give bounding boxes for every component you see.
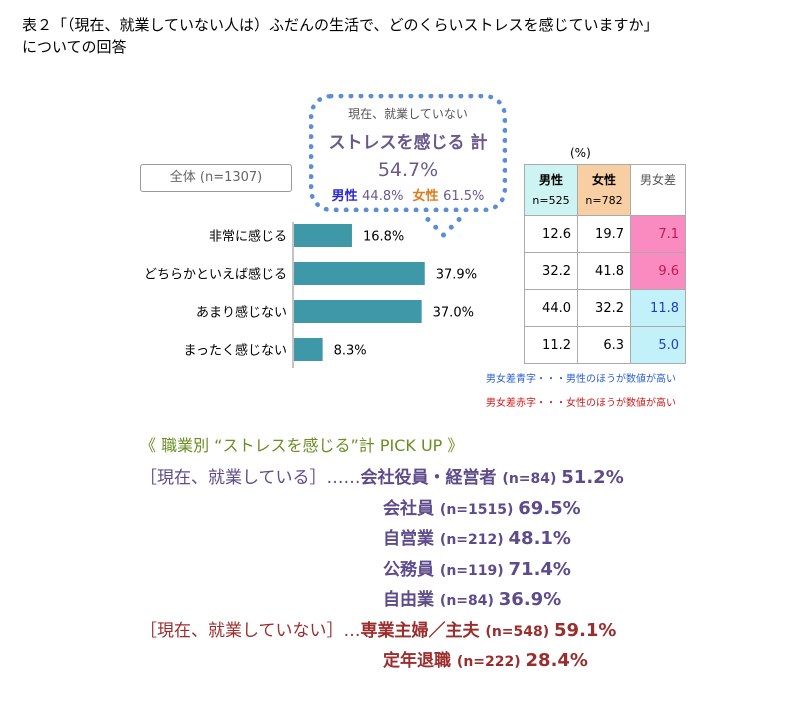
table-row: 12.6 19.7 7.1 (524, 215, 686, 253)
table-row: 32.2 41.8 9.6 (524, 252, 686, 290)
callout-total-value: 54.7% (377, 159, 439, 181)
occupation-sample-size: (n=84) (439, 593, 499, 609)
occupation-stress-value: 71.4% (508, 558, 571, 580)
occupation-name: 会社役員・経営者 (360, 468, 503, 488)
header-label: 男女差 (639, 173, 676, 187)
stress-total-callout: 現在、就業していない ストレスを感じる 計 54.7% 男性 44.8% 女性 … (309, 94, 507, 212)
category-label: 非常に感じる (209, 229, 287, 245)
female-cell: 6.3 (577, 326, 631, 364)
callout-subtitle: 現在、就業していない (348, 107, 468, 121)
header-sample-size: n=525 (532, 194, 570, 207)
callout-heading: ストレスを感じる 計 (328, 133, 488, 153)
diff-cell: 7.1 (630, 215, 686, 253)
occupation-name: 自営業 (383, 529, 440, 549)
occupation-stress-value: 28.4% (525, 650, 588, 671)
table-header-cell: 女性 n=782 (577, 164, 631, 216)
header-label: 女性 (591, 173, 616, 187)
pickup-item: ［現在、就業している］……会社役員・経営者 (n=84) 51.2% (140, 463, 624, 488)
occupation-name: 公務員 (383, 559, 440, 580)
pickup-item: 会社員 (n=1515) 69.5% (383, 494, 581, 519)
occupation-name: 専業主婦／主夫 (360, 620, 486, 641)
occupation-sample-size: (n=84) (502, 471, 562, 487)
callout-male-value: 44.8% (362, 189, 404, 204)
table-unit: (%) (570, 146, 591, 160)
bar (294, 300, 422, 323)
occupation-name: 会社員 (383, 498, 440, 519)
occupation-stress-value: 48.1% (508, 528, 571, 549)
female-cell: 19.7 (577, 215, 631, 253)
female-cell: 41.8 (577, 252, 631, 290)
callout-male-label: 男性 (331, 189, 358, 204)
bar-value-label: 37.9% (436, 268, 477, 283)
pickup-item: 自由業 (n=84) 36.9% (383, 585, 561, 610)
male-cell: 11.2 (524, 326, 578, 364)
stress-bar-chart: 非常に感じる 16.8% どちらかといえば感じる 37.9% あまり感じない 37.0% ま… (144, 222, 477, 368)
occupation-name: 定年退職 (383, 651, 457, 671)
table-row: 44.0 32.2 11.8 (524, 289, 686, 327)
occupation-sample-size: (n=119) (439, 562, 509, 579)
bar (294, 262, 425, 285)
legend-red: 男女差赤字・・・女性のほうが数値が高い (486, 398, 676, 409)
callout-gender-values: 男性 44.8% 女性 61.5% (314, 185, 502, 204)
occupation-sample-size: (n=222) (456, 654, 526, 670)
occupation-sample-size: (n=212) (439, 532, 509, 548)
diff-cell: 9.6 (630, 252, 686, 290)
table-row: 11.2 6.3 5.0 (524, 326, 686, 364)
bar (294, 338, 323, 361)
table-title: 表２「（現在、就業していない人は）ふだんの生活で、どのくらいストレスを感じていま… (22, 14, 658, 58)
occupation-sample-size: (n=548) (485, 623, 555, 640)
occupation-stress-value: 69.5% (518, 497, 581, 519)
bar-value-label: 37.0% (433, 306, 474, 321)
occupation-stress-value: 51.2% (561, 467, 624, 488)
pickup-item: 自営業 (n=212) 48.1% (383, 524, 571, 549)
table-header-cell: 男性 n=525 (524, 164, 578, 216)
category-label: あまり感じない (196, 305, 287, 321)
pickup-item: 公務員 (n=119) 71.4% (383, 555, 571, 580)
legend-blue: 男女差青字・・・男性のほうが数値が高い (486, 374, 676, 385)
male-cell: 32.2 (524, 252, 578, 290)
callout-female-label: 女性 (412, 189, 439, 204)
bar (294, 224, 352, 247)
pickup-title: 《 職業別 “ストレスを感じる”計 PICK UP 》 (140, 436, 464, 455)
pickup-group-label: ［現在、就業していない］… (140, 620, 361, 641)
bar-value-label: 8.3% (334, 344, 367, 359)
category-label: どちらかといえば感じる (144, 267, 287, 283)
occupation-stress-value: 59.1% (554, 619, 617, 641)
female-cell: 32.2 (577, 289, 631, 327)
total-sample-label: 全体 (n=1307) (140, 164, 292, 192)
occupation-name: 自由業 (383, 590, 440, 610)
category-label: まったく感じない (184, 343, 287, 359)
table-header-cell: 男女差 (630, 164, 686, 216)
pickup-item: ［現在、就業していない］…専業主婦／主夫 (n=548) 59.1% (140, 616, 616, 641)
callout-female-value: 61.5% (443, 189, 485, 204)
header-sample-size: n=782 (585, 194, 623, 207)
occupation-sample-size: (n=1515) (439, 501, 519, 518)
diff-cell: 5.0 (630, 326, 686, 364)
gender-comparison-table: 男性 n=525 女性 n=782 男女差 12.6 19.7 7.1 32.2 41.8 9.6 4… (524, 164, 686, 364)
occupation-stress-value: 36.9% (498, 589, 562, 610)
bar-value-label: 16.8% (363, 230, 404, 245)
diff-cell: 11.8 (630, 289, 686, 327)
male-cell: 12.6 (524, 215, 578, 253)
pickup-item: 定年退職 (n=222) 28.4% (383, 646, 588, 671)
pickup-group-label: ［現在、就業している］…… (140, 468, 361, 488)
title-line-1: 表２「（現在、就業していない人は）ふだんの生活で、どのくらいストレスを感じていま… (22, 16, 659, 34)
header-label: 男性 (538, 173, 563, 187)
male-cell: 44.0 (524, 289, 578, 327)
title-line-2: についての回答 (22, 38, 127, 56)
